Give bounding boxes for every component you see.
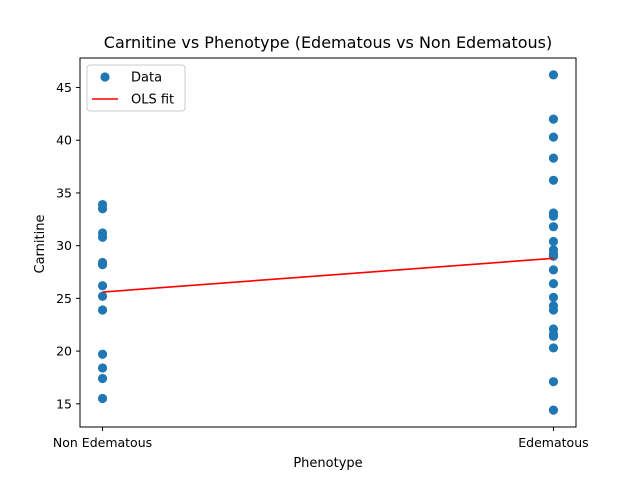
y-tick-label: 30 [56, 238, 72, 253]
data-point [548, 305, 559, 315]
y-tick-label: 20 [56, 344, 72, 359]
y-tick-label: 15 [56, 396, 72, 411]
ols-fit-line [102, 257, 554, 293]
data-point [548, 265, 559, 275]
data-point [548, 236, 559, 247]
x-tick-label: Non Edematous [53, 435, 152, 450]
data-point [97, 305, 108, 315]
chart-title: Carnitine vs Phenotype (Edematous vs Non… [104, 33, 552, 52]
x-tick-label: Edematous [518, 435, 588, 450]
y-tick-label: 45 [56, 80, 72, 95]
data-point [97, 260, 108, 270]
data-point [97, 393, 108, 404]
data-point [97, 363, 108, 373]
y-tick-label: 35 [56, 185, 72, 200]
data-point [97, 291, 108, 301]
y-tick-label: 40 [56, 133, 72, 148]
data-point [548, 343, 559, 353]
data-point [548, 211, 559, 221]
data-point [548, 114, 559, 124]
data-point [548, 70, 559, 80]
x-axis-label: Phenotype [293, 456, 362, 471]
data-point [97, 204, 108, 214]
data-point [97, 232, 108, 242]
data-point [548, 331, 559, 341]
data-point [548, 405, 559, 415]
data-point [548, 132, 559, 142]
data-point [548, 377, 559, 387]
legend: Data OLS fit [86, 64, 186, 112]
plot-area: 15 20 25 30 35 40 45 Non Edematous Edematous [53, 57, 589, 450]
data-point [548, 153, 559, 163]
axes-frame [79, 57, 577, 428]
legend-marker-data [100, 72, 110, 82]
data-point [97, 373, 108, 384]
y-tick-label: 25 [56, 291, 72, 306]
data-point [548, 279, 559, 289]
data-point [548, 175, 559, 185]
legend-label: Data [131, 71, 162, 86]
data-point [548, 222, 559, 232]
data-point [97, 281, 108, 291]
y-axis-label: Carnitine [33, 215, 48, 274]
data-point [548, 251, 559, 261]
data-point [548, 292, 559, 302]
data-point [97, 349, 108, 359]
legend-label: OLS fit [131, 93, 174, 108]
